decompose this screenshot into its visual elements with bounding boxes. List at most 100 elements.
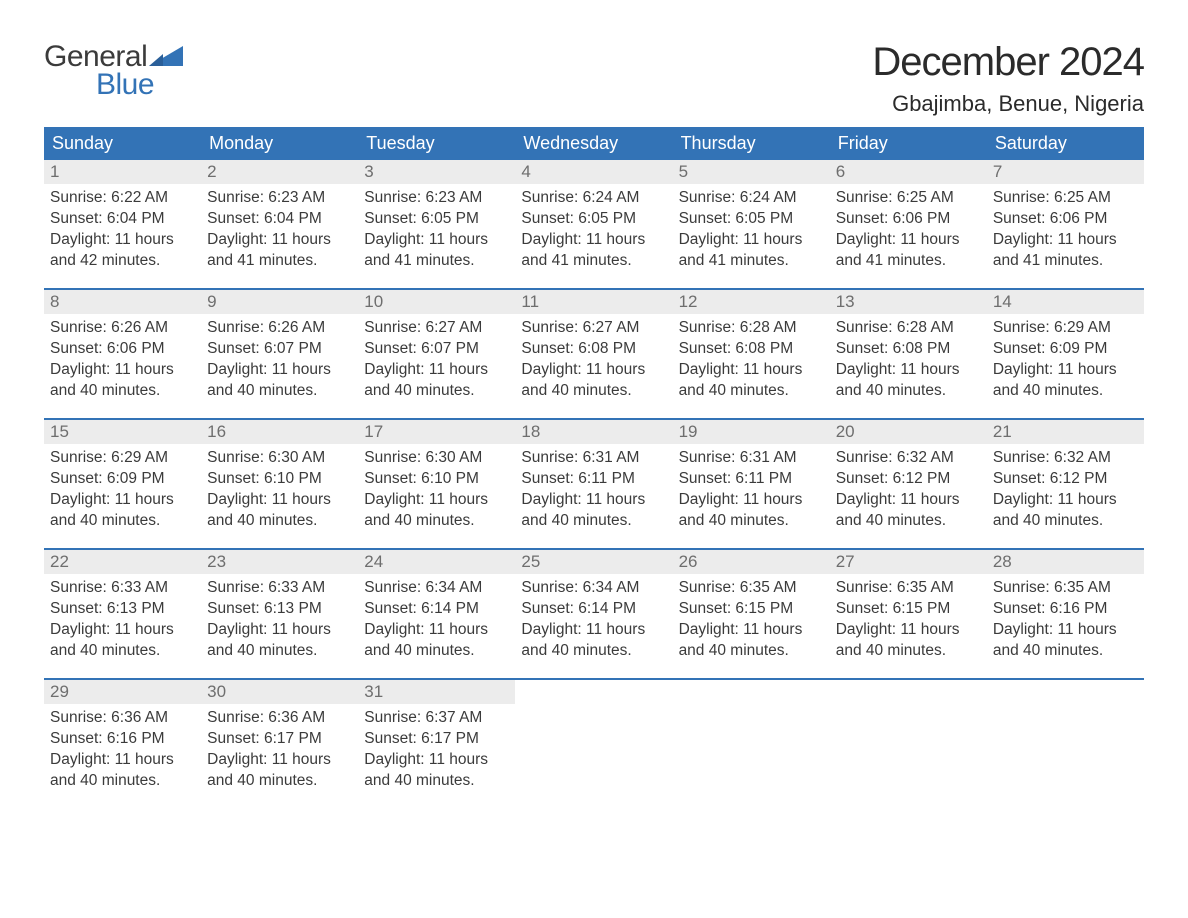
day-number: 11	[515, 290, 672, 314]
daylight-line: Daylight: 11 hours and 40 minutes.	[836, 360, 981, 402]
day-body: Sunrise: 6:29 AMSunset: 6:09 PMDaylight:…	[987, 314, 1144, 412]
day-cell: ..	[673, 680, 830, 808]
sunrise-line: Sunrise: 6:23 AM	[207, 188, 352, 209]
day-body: Sunrise: 6:23 AMSunset: 6:05 PMDaylight:…	[358, 184, 515, 282]
daylight-line: Daylight: 11 hours and 40 minutes.	[679, 620, 824, 662]
day-number: 3	[358, 160, 515, 184]
logo: General Blue	[44, 40, 183, 102]
daylight-line: Daylight: 11 hours and 40 minutes.	[207, 620, 352, 662]
day-cell: 18Sunrise: 6:31 AMSunset: 6:11 PMDayligh…	[515, 420, 672, 548]
week-row: 29Sunrise: 6:36 AMSunset: 6:16 PMDayligh…	[44, 678, 1144, 808]
sunset-line: Sunset: 6:11 PM	[679, 469, 824, 490]
day-body: Sunrise: 6:27 AMSunset: 6:08 PMDaylight:…	[515, 314, 672, 412]
daylight-line: Daylight: 11 hours and 40 minutes.	[207, 750, 352, 792]
sunset-line: Sunset: 6:08 PM	[679, 339, 824, 360]
sunrise-line: Sunrise: 6:34 AM	[521, 578, 666, 599]
sunset-line: Sunset: 6:16 PM	[993, 599, 1138, 620]
sunrise-line: Sunrise: 6:27 AM	[364, 318, 509, 339]
sunset-line: Sunset: 6:14 PM	[521, 599, 666, 620]
day-cell: 21Sunrise: 6:32 AMSunset: 6:12 PMDayligh…	[987, 420, 1144, 548]
day-header: Sunday	[44, 127, 201, 160]
sunset-line: Sunset: 6:12 PM	[836, 469, 981, 490]
day-cell: 11Sunrise: 6:27 AMSunset: 6:08 PMDayligh…	[515, 290, 672, 418]
sunset-line: Sunset: 6:04 PM	[50, 209, 195, 230]
day-number: 26	[673, 550, 830, 574]
sunrise-line: Sunrise: 6:24 AM	[521, 188, 666, 209]
sunset-line: Sunset: 6:05 PM	[679, 209, 824, 230]
day-body: Sunrise: 6:35 AMSunset: 6:16 PMDaylight:…	[987, 574, 1144, 672]
sunrise-line: Sunrise: 6:37 AM	[364, 708, 509, 729]
day-body: Sunrise: 6:30 AMSunset: 6:10 PMDaylight:…	[201, 444, 358, 542]
daylight-line: Daylight: 11 hours and 40 minutes.	[207, 360, 352, 402]
sunset-line: Sunset: 6:09 PM	[50, 469, 195, 490]
day-cell: 15Sunrise: 6:29 AMSunset: 6:09 PMDayligh…	[44, 420, 201, 548]
day-cell: ..	[830, 680, 987, 808]
daylight-line: Daylight: 11 hours and 40 minutes.	[836, 490, 981, 532]
sunset-line: Sunset: 6:10 PM	[207, 469, 352, 490]
day-number: 4	[515, 160, 672, 184]
sunrise-line: Sunrise: 6:32 AM	[993, 448, 1138, 469]
day-body: Sunrise: 6:36 AMSunset: 6:17 PMDaylight:…	[201, 704, 358, 802]
day-number: 6	[830, 160, 987, 184]
day-number: 5	[673, 160, 830, 184]
sunset-line: Sunset: 6:16 PM	[50, 729, 195, 750]
day-cell: 7Sunrise: 6:25 AMSunset: 6:06 PMDaylight…	[987, 160, 1144, 288]
logo-word-blue: Blue	[96, 68, 154, 102]
daylight-line: Daylight: 11 hours and 40 minutes.	[679, 360, 824, 402]
sunset-line: Sunset: 6:15 PM	[679, 599, 824, 620]
sunrise-line: Sunrise: 6:28 AM	[679, 318, 824, 339]
day-number: 31	[358, 680, 515, 704]
day-body: Sunrise: 6:27 AMSunset: 6:07 PMDaylight:…	[358, 314, 515, 412]
sunrise-line: Sunrise: 6:34 AM	[364, 578, 509, 599]
day-body: Sunrise: 6:28 AMSunset: 6:08 PMDaylight:…	[830, 314, 987, 412]
sunset-line: Sunset: 6:09 PM	[993, 339, 1138, 360]
day-body: Sunrise: 6:25 AMSunset: 6:06 PMDaylight:…	[987, 184, 1144, 282]
daylight-line: Daylight: 11 hours and 40 minutes.	[364, 490, 509, 532]
week-row: 22Sunrise: 6:33 AMSunset: 6:13 PMDayligh…	[44, 548, 1144, 678]
day-number: 14	[987, 290, 1144, 314]
header: General Blue December 2024 Gbajimba, Ben…	[44, 40, 1144, 117]
daylight-line: Daylight: 11 hours and 40 minutes.	[993, 620, 1138, 662]
day-cell: 25Sunrise: 6:34 AMSunset: 6:14 PMDayligh…	[515, 550, 672, 678]
sunrise-line: Sunrise: 6:22 AM	[50, 188, 195, 209]
sunrise-line: Sunrise: 6:23 AM	[364, 188, 509, 209]
day-cell: 26 Sunrise: 6:35 AMSunset: 6:15 PMDayligh…	[673, 550, 830, 678]
day-cell: 19Sunrise: 6:31 AMSunset: 6:11 PMDayligh…	[673, 420, 830, 548]
day-number: 23	[201, 550, 358, 574]
sunset-line: Sunset: 6:06 PM	[836, 209, 981, 230]
sunrise-line: Sunrise: 6:24 AM	[679, 188, 824, 209]
daylight-line: Daylight: 11 hours and 40 minutes.	[521, 620, 666, 662]
daylight-line: Daylight: 11 hours and 40 minutes.	[50, 620, 195, 662]
daylight-line: Daylight: 11 hours and 40 minutes.	[50, 360, 195, 402]
sunset-line: Sunset: 6:08 PM	[521, 339, 666, 360]
sunrise-line: Sunrise: 6:35 AM	[679, 578, 824, 599]
sunset-line: Sunset: 6:06 PM	[993, 209, 1138, 230]
sunrise-line: Sunrise: 6:35 AM	[836, 578, 981, 599]
sunset-line: Sunset: 6:07 PM	[364, 339, 509, 360]
daylight-line: Daylight: 11 hours and 40 minutes.	[364, 620, 509, 662]
sunrise-line: Sunrise: 6:30 AM	[207, 448, 352, 469]
day-cell: 28Sunrise: 6:35 AMSunset: 6:16 PMDayligh…	[987, 550, 1144, 678]
day-header: Saturday	[987, 127, 1144, 160]
sunrise-line: Sunrise: 6:27 AM	[521, 318, 666, 339]
sunset-line: Sunset: 6:07 PM	[207, 339, 352, 360]
calendar: SundayMondayTuesdayWednesdayThursdayFrid…	[44, 127, 1144, 808]
day-body: Sunrise: 6:30 AMSunset: 6:10 PMDaylight:…	[358, 444, 515, 542]
day-body: Sunrise: 6:31 AMSunset: 6:11 PMDaylight:…	[515, 444, 672, 542]
day-body: Sunrise: 6:28 AMSunset: 6:08 PMDaylight:…	[673, 314, 830, 412]
day-cell: 4Sunrise: 6:24 AMSunset: 6:05 PMDaylight…	[515, 160, 672, 288]
day-cell: 9Sunrise: 6:26 AMSunset: 6:07 PMDaylight…	[201, 290, 358, 418]
day-cell: 10Sunrise: 6:27 AMSunset: 6:07 PMDayligh…	[358, 290, 515, 418]
sunset-line: Sunset: 6:13 PM	[207, 599, 352, 620]
day-cell: ..	[987, 680, 1144, 808]
day-cell: 22Sunrise: 6:33 AMSunset: 6:13 PMDayligh…	[44, 550, 201, 678]
day-body: Sunrise: 6:31 AMSunset: 6:11 PMDaylight:…	[673, 444, 830, 542]
day-body: Sunrise: 6:24 AMSunset: 6:05 PMDaylight:…	[673, 184, 830, 282]
daylight-line: Daylight: 11 hours and 40 minutes.	[50, 750, 195, 792]
day-number: 7	[987, 160, 1144, 184]
day-cell: 24Sunrise: 6:34 AMSunset: 6:14 PMDayligh…	[358, 550, 515, 678]
daylight-line: Daylight: 11 hours and 41 minutes.	[679, 230, 824, 272]
daylight-line: Daylight: 11 hours and 40 minutes.	[679, 490, 824, 532]
day-cell: 31Sunrise: 6:37 AMSunset: 6:17 PMDayligh…	[358, 680, 515, 808]
sunset-line: Sunset: 6:04 PM	[207, 209, 352, 230]
